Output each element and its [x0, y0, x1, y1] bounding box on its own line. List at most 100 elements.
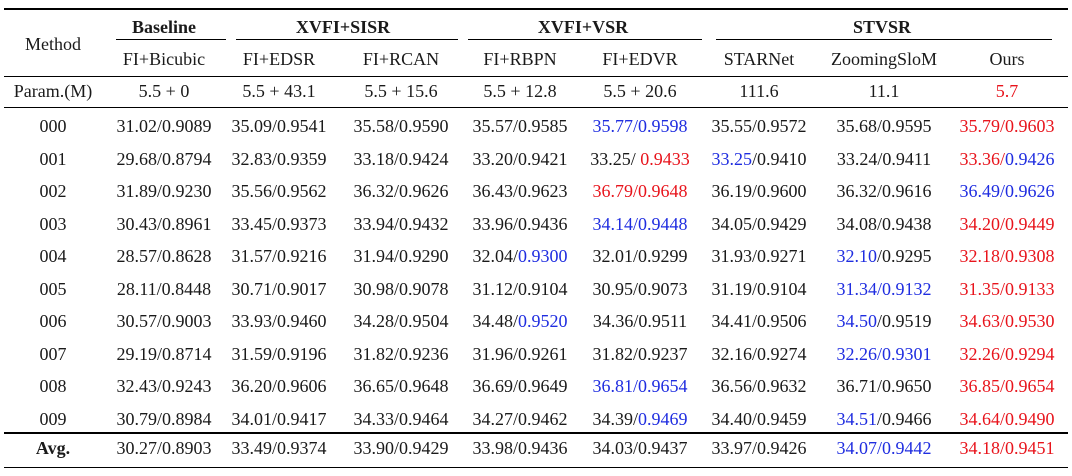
param-value: 5.5 + 20.6	[603, 81, 677, 101]
row-label: 005	[39, 278, 67, 299]
metric-cell: 33.45/0.9373	[231, 213, 326, 235]
metric-part: 0.9294	[1005, 343, 1055, 364]
metric-part: 32.26/	[959, 343, 1006, 364]
metric-part: 32.83/0.9359	[231, 148, 327, 169]
metric-part: 0.9648	[638, 181, 688, 201]
group-rule-xvfi-vsr	[468, 39, 702, 40]
metric-part: 36.69/0.9649	[472, 376, 568, 396]
metric-part: 29.68/0.8794	[116, 148, 212, 169]
metric-part: 31.96/0.9261	[472, 343, 568, 364]
metric-cell: 33.94/0.9432	[353, 213, 448, 235]
metric-part: 34.08/0.9438	[836, 213, 932, 234]
metric-part: 32.26/	[836, 343, 883, 364]
metric-part: 0.9654	[1005, 376, 1055, 396]
metric-cell: 33.90/0.9429	[353, 437, 448, 459]
row-label: 007	[39, 343, 67, 364]
param-value: 5.5 + 0	[138, 81, 190, 101]
method-name: FI+RCAN	[362, 49, 440, 69]
metric-part: 35.09/0.9541	[231, 116, 327, 136]
metric-part: 33.25	[711, 148, 752, 169]
metric-cell: 34.08/0.9438	[836, 213, 931, 235]
metric-cell: 34.63/0.9530	[959, 310, 1054, 332]
metric-cell: 35.58/0.9590	[353, 115, 448, 137]
metric-part: 31.59/0.9196	[231, 343, 327, 364]
metric-cell: 33.96/0.9436	[472, 213, 567, 235]
metric-cell: 36.65/0.9648	[353, 375, 448, 397]
metric-part: 35.58/0.9590	[353, 116, 449, 136]
metric-part: 0.9654	[638, 376, 688, 396]
metric-part: 33.96/0.9436	[472, 213, 568, 234]
metric-cell: 31.12/0.9104	[472, 278, 567, 300]
metric-cell: 31.34/0.9132	[836, 278, 931, 300]
metric-cell: 31.82/0.9237	[592, 343, 687, 365]
metric-cell: 33.97/0.9426	[711, 437, 806, 459]
metric-part: 34.33/0.9464	[353, 408, 449, 429]
metric-part: 35.55/0.9572	[711, 116, 807, 136]
metric-part: 34.41/0.9506	[711, 311, 807, 331]
metric-part: 33.98/0.9436	[472, 438, 568, 458]
metric-cell: 34.28/0.9504	[353, 310, 448, 332]
metric-part: 30.71/0.9017	[231, 278, 327, 299]
metric-part: 36.43/0.9623	[472, 181, 568, 201]
metric-part: 0.9449	[1005, 213, 1055, 234]
row-label: 009	[39, 408, 67, 429]
metric-cell: 34.01/0.9417	[231, 408, 326, 430]
group-header-xvfi-sisr: XVFI+SISR	[295, 17, 391, 37]
metric-cell: 35.57/0.9585	[472, 115, 567, 137]
metric-part: 36.49/	[959, 181, 1006, 201]
metric-part: 30.43/0.8961	[116, 213, 212, 234]
metric-cell: 34.48/0.9520	[472, 310, 567, 332]
group-header-baseline: Baseline	[131, 17, 197, 37]
group-rule-baseline	[116, 39, 226, 40]
metric-part: 34.18/	[959, 438, 1006, 458]
metric-cell: 34.36/0.9511	[593, 310, 687, 332]
metric-part: 36.65/0.9648	[353, 376, 449, 396]
metric-cell: 34.39/0.9469	[592, 408, 687, 430]
row-label: 004	[39, 246, 67, 266]
metric-part: 36.32/0.9616	[836, 181, 932, 201]
metric-cell: 34.33/0.9464	[353, 408, 448, 430]
metric-cell: 30.71/0.9017	[231, 278, 326, 300]
metric-part: 0.9308	[1005, 246, 1055, 266]
metric-cell: 33.20/0.9421	[472, 148, 567, 170]
metric-part: 30.98/0.9078	[353, 278, 449, 299]
param-value: 5.7	[995, 81, 1019, 101]
metric-part: 35.68/0.9595	[836, 116, 932, 136]
metric-cell: 31.02/0.9089	[116, 115, 211, 137]
metric-cell: 34.03/0.9437	[592, 437, 687, 459]
metric-part: 0.9300	[518, 246, 568, 266]
header-rule	[4, 76, 1068, 77]
metric-part: 31.82/0.9237	[592, 343, 688, 364]
metric-part: 36.56/0.9632	[711, 376, 807, 396]
metric-cell: 35.77/0.9598	[592, 115, 687, 137]
metric-part: 34.50	[836, 311, 877, 331]
metric-part: 32.04/	[472, 246, 519, 266]
metric-part: 33.97/0.9426	[711, 438, 807, 458]
row-label: 006	[39, 311, 67, 331]
param-value: 11.1	[868, 81, 900, 101]
metric-part: 34.64/	[959, 408, 1006, 429]
metric-cell: 30.43/0.8961	[116, 213, 211, 235]
metric-cell: 35.68/0.9595	[836, 115, 931, 137]
metric-cell: 31.93/0.9271	[711, 245, 806, 267]
metric-part: 31.02/0.9089	[116, 116, 212, 136]
metric-part: 0.9520	[518, 311, 568, 331]
metric-part: 34.01/0.9417	[231, 408, 327, 429]
metric-part: 34.28/0.9504	[353, 311, 449, 331]
metric-part: /0.9519	[876, 311, 932, 331]
param-value: 111.6	[739, 81, 779, 101]
metric-part: 33.36/	[959, 148, 1006, 169]
metric-part: 35.56/0.9562	[231, 181, 327, 201]
metric-part: /0.9466	[876, 408, 932, 429]
metric-cell: 36.79/0.9648	[592, 180, 687, 202]
metric-cell: 33.98/0.9436	[472, 437, 567, 459]
metric-cell: 32.16/0.9274	[711, 343, 806, 365]
metric-cell: 34.20/0.9449	[959, 213, 1054, 235]
metric-part: 34.51	[836, 408, 877, 429]
metric-part: 33.18/0.9424	[353, 148, 449, 169]
metric-cell: 36.69/0.9649	[472, 375, 567, 397]
metric-cell: 32.18/0.9308	[959, 245, 1054, 267]
metric-part: 34.07/	[836, 438, 883, 458]
metric-part: /0.9295	[876, 246, 932, 266]
metric-part: 33.25/	[590, 148, 641, 169]
